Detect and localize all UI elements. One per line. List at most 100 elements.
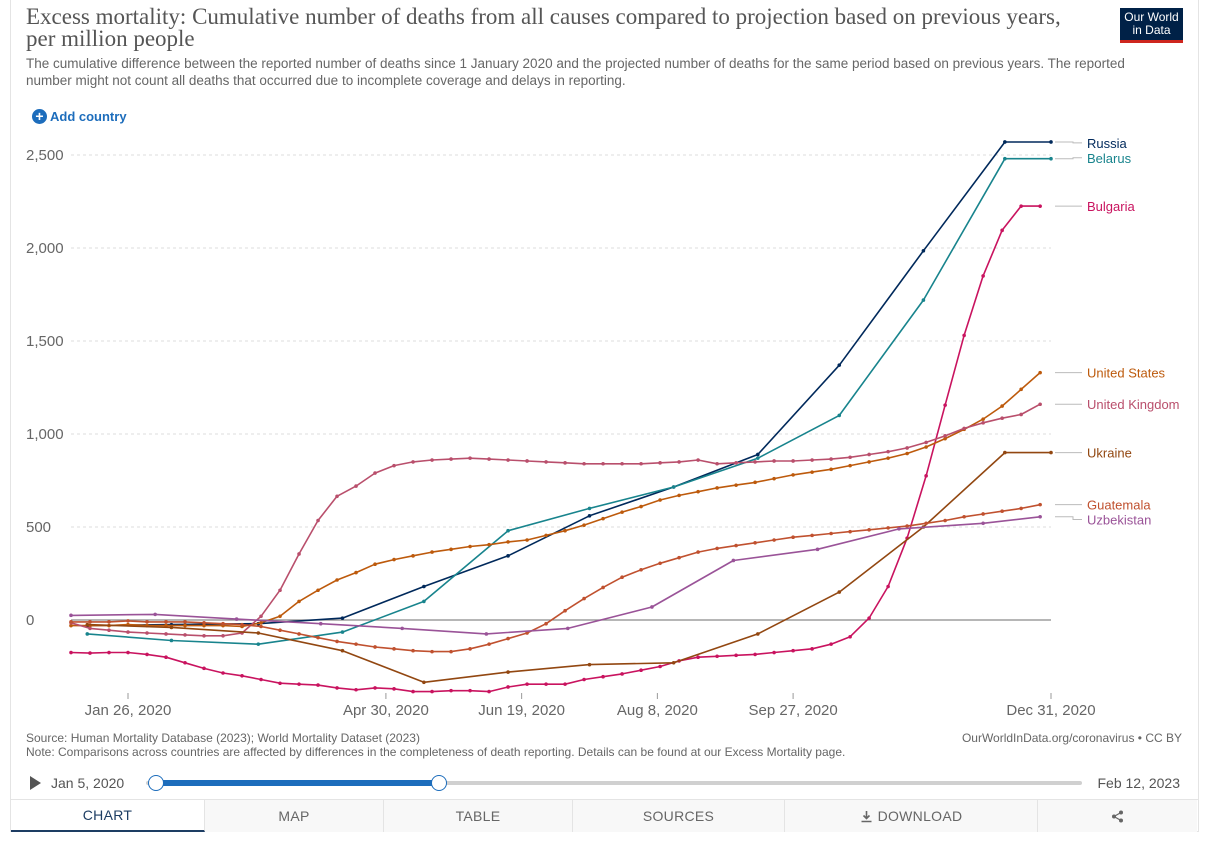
- add-country-button[interactable]: + Add country: [32, 109, 127, 124]
- data-point: [791, 535, 795, 540]
- data-point: [810, 647, 814, 651]
- data-point: [468, 544, 472, 549]
- data-point: [639, 567, 643, 572]
- data-point: [867, 616, 871, 620]
- tab-map[interactable]: MAP: [205, 800, 384, 832]
- data-point: [487, 642, 491, 646]
- data-point: [1003, 140, 1007, 144]
- data-point: [297, 552, 301, 556]
- data-point: [620, 510, 624, 514]
- timeline-start-handle[interactable]: [148, 775, 164, 791]
- data-point: [620, 575, 624, 580]
- data-point: [316, 518, 320, 523]
- data-point: [259, 614, 263, 619]
- timeline-end-label: Feb 12, 2023: [1097, 775, 1180, 791]
- tab-sources[interactable]: SOURCES: [573, 800, 785, 832]
- tab-table-label: TABLE: [455, 808, 501, 824]
- data-point: [791, 473, 795, 477]
- data-point: [601, 516, 605, 521]
- data-point: [256, 642, 261, 646]
- data-point: [240, 622, 244, 627]
- timeline-slider[interactable]: Jan 5, 2020 Feb 12, 2023: [26, 772, 1186, 794]
- data-point: [525, 631, 529, 635]
- data-point: [316, 588, 320, 593]
- download-icon: [861, 810, 872, 822]
- data-point: [696, 458, 700, 462]
- owid-logo[interactable]: Our World in Data: [1120, 8, 1183, 43]
- play-icon[interactable]: [30, 776, 41, 790]
- data-point: [335, 686, 339, 690]
- data-point: [837, 363, 842, 367]
- data-point: [696, 655, 700, 659]
- data-point: [1000, 404, 1004, 408]
- data-point: [411, 689, 415, 694]
- data-point: [924, 440, 928, 445]
- series-line-belarus: [87, 157, 1051, 646]
- timeline-track[interactable]: [146, 781, 1082, 785]
- data-point: [145, 620, 149, 624]
- series-line-guatemala: [71, 503, 1041, 653]
- legend-label: Russia: [1087, 136, 1128, 151]
- data-point: [297, 632, 301, 636]
- data-point: [734, 461, 738, 465]
- data-point: [169, 625, 174, 630]
- data-point: [1038, 204, 1042, 208]
- data-point: [153, 612, 157, 617]
- data-point: [582, 677, 586, 682]
- data-point: [354, 484, 358, 488]
- legend-connector: [1055, 516, 1082, 521]
- data-point: [373, 562, 377, 566]
- data-point: [373, 686, 377, 690]
- data-point: [506, 554, 510, 558]
- data-point: [335, 494, 339, 499]
- legend-connector: [1055, 157, 1082, 160]
- legend-label: Bulgaria: [1087, 199, 1135, 214]
- data-point: [1000, 228, 1004, 233]
- data-point: [658, 461, 662, 465]
- source-text: Source: Human Mortality Database (2023);…: [26, 731, 420, 745]
- data-point: [354, 642, 358, 646]
- data-point: [620, 672, 624, 676]
- timeline-end-handle[interactable]: [431, 775, 447, 791]
- tab-table[interactable]: TABLE: [384, 800, 573, 832]
- data-point: [506, 540, 510, 544]
- data-point: [756, 632, 760, 636]
- share-button[interactable]: [1038, 800, 1197, 832]
- tab-chart[interactable]: CHART: [11, 800, 205, 832]
- series-line-ukraine: [87, 451, 1051, 684]
- data-point: [962, 426, 966, 431]
- data-point: [810, 533, 814, 538]
- data-point: [848, 634, 852, 639]
- credit-link[interactable]: OurWorldInData.org/coronavirus • CC BY: [961, 731, 1182, 745]
- legend-connector: [1055, 141, 1082, 144]
- data-point: [297, 682, 301, 686]
- data-point: [1019, 412, 1023, 417]
- data-point: [829, 467, 833, 472]
- data-point: [259, 620, 263, 625]
- data-point: [848, 455, 852, 460]
- data-point: [484, 632, 489, 636]
- data-point: [107, 620, 111, 624]
- data-point: [563, 461, 567, 465]
- data-point: [886, 449, 890, 454]
- data-point: [506, 528, 510, 533]
- tab-download[interactable]: DOWNLOAD: [785, 800, 1038, 832]
- data-point: [734, 483, 738, 487]
- data-point: [392, 647, 396, 651]
- y-tick-label: 2,500: [26, 147, 64, 164]
- data-point: [587, 506, 592, 511]
- data-point: [671, 485, 676, 489]
- chart-title: Excess mortality: Cumulative number of d…: [26, 4, 1061, 51]
- data-point: [340, 630, 345, 634]
- data-point: [753, 480, 757, 485]
- data-point: [126, 630, 130, 634]
- data-point: [202, 623, 206, 628]
- data-point: [544, 533, 548, 538]
- chart-subtitle: The cumulative difference between the re…: [26, 56, 1125, 88]
- data-point: [753, 460, 757, 464]
- data-point: [183, 623, 187, 628]
- data-point: [810, 458, 814, 462]
- add-country-label: Add country: [50, 109, 127, 124]
